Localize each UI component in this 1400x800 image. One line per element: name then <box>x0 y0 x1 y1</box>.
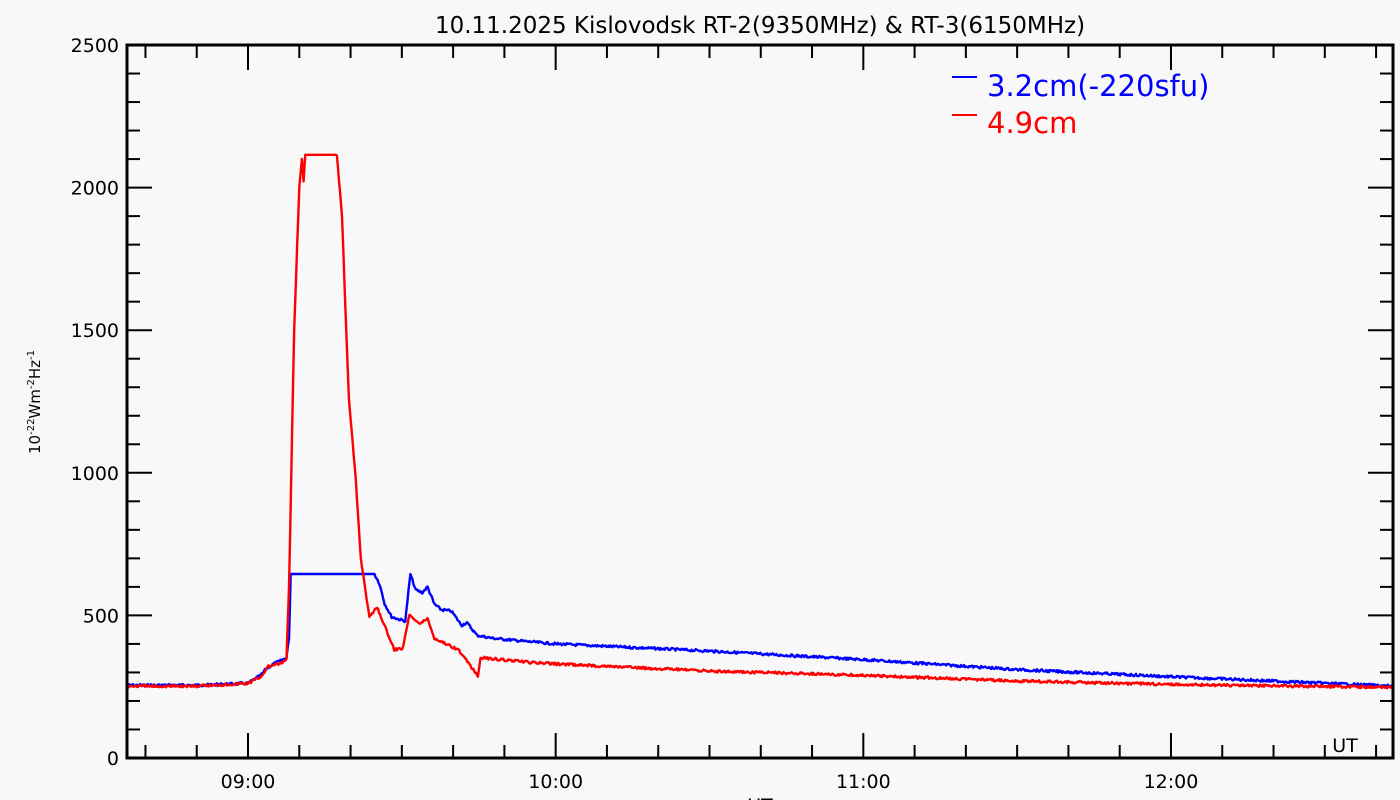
y-tick-label: 0 <box>107 748 119 770</box>
series-line-0 <box>126 572 1394 688</box>
y-tick-label: 1500 <box>71 320 119 342</box>
ylabel-base: 10 <box>26 435 44 454</box>
x-axis-label: UT <box>747 795 773 800</box>
y-axis-label: 10-22Wm-2Hz-1 <box>26 350 44 454</box>
chart-title: 10.11.2025 Kislovodsk RT-2(9350MHz) & RT… <box>435 13 1085 39</box>
x-tick-label: 12:00 <box>1144 771 1199 793</box>
ylabel-mid2: Hz <box>26 360 44 379</box>
svg-text:10-22Wm-2Hz-1: 10-22Wm-2Hz-1 <box>26 350 44 454</box>
x-tick-label: 11:00 <box>836 771 891 793</box>
y-tick-label: 1000 <box>71 463 119 485</box>
ylabel-exp2: -2 <box>26 379 37 389</box>
x-axis-label-inner: UT <box>1332 735 1358 757</box>
y-tick-label: 2500 <box>71 35 119 57</box>
x-tick-label: 09:00 <box>221 771 276 793</box>
ylabel-exp3: -1 <box>26 350 37 360</box>
y-tick-label: 500 <box>83 605 119 627</box>
plot-lines <box>126 153 1394 690</box>
y-tick-label: 2000 <box>71 178 119 200</box>
axis-ticks: 0 500 1000 1500 2000 2500 09:00 10:00 11:00 12:00 <box>71 35 1393 793</box>
legend-label-blue: 3.2cm(-220sfu) <box>987 69 1209 103</box>
legend: 3.2cm(-220sfu) 4.9cm <box>952 69 1209 140</box>
legend-label-red: 4.9cm <box>987 106 1077 140</box>
series-line-1 <box>126 153 1394 690</box>
ylabel-mid1: Wm <box>26 389 44 418</box>
x-tick-label: 10:00 <box>528 771 583 793</box>
ylabel-exp1: -22 <box>26 419 37 435</box>
plot-frame <box>125 43 1395 760</box>
